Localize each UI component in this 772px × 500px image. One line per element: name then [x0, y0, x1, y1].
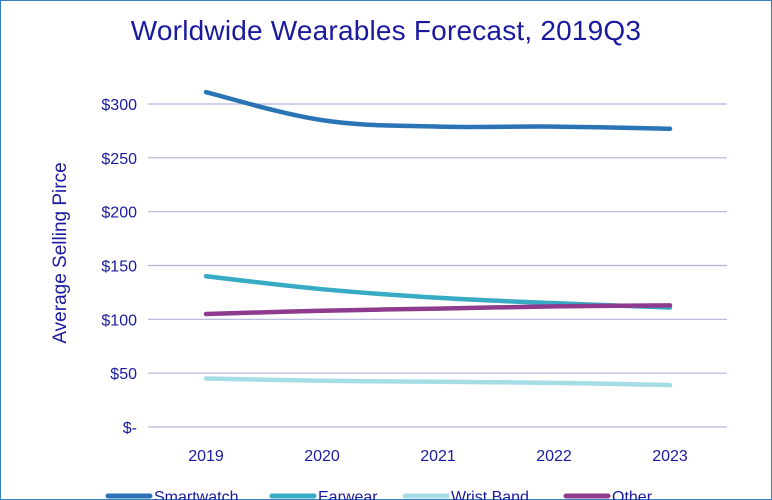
y-tick-label: $200 [101, 205, 137, 222]
x-tick-label: 2023 [652, 448, 688, 465]
y-tick-label: $- [123, 420, 137, 437]
legend-label: Wrist Band [451, 489, 529, 500]
series-line-other [203, 303, 673, 317]
legend-label: Smartwatch [154, 489, 238, 500]
y-tick-label: $300 [101, 97, 137, 114]
y-tick-labels: $- $50 $100 $150 $200 $250 $300 [101, 97, 137, 437]
y-tick-label: $50 [110, 366, 137, 383]
chart-title: Worldwide Wearables Forecast, 2019Q3 [130, 15, 642, 46]
x-tick-label: 2019 [188, 448, 224, 465]
y-tick-label: $150 [101, 259, 137, 276]
legend-label: Other [612, 489, 653, 500]
series-line-earwear [203, 274, 673, 310]
series-line-smartwatch [203, 89, 673, 132]
y-tick-label: $250 [101, 151, 137, 168]
legend-label: Earwear [318, 489, 378, 500]
legend: Smartwatch Earwear Wrist Band Other [105, 489, 653, 500]
x-tick-label: 2020 [304, 448, 340, 465]
y-tick-label: $100 [101, 312, 137, 329]
series-line-wrist-band [203, 376, 673, 388]
x-tick-labels: 2019 2020 2021 2022 2023 [188, 448, 688, 465]
x-tick-label: 2022 [536, 448, 572, 465]
series-lines [203, 89, 673, 388]
x-tick-label: 2021 [420, 448, 456, 465]
